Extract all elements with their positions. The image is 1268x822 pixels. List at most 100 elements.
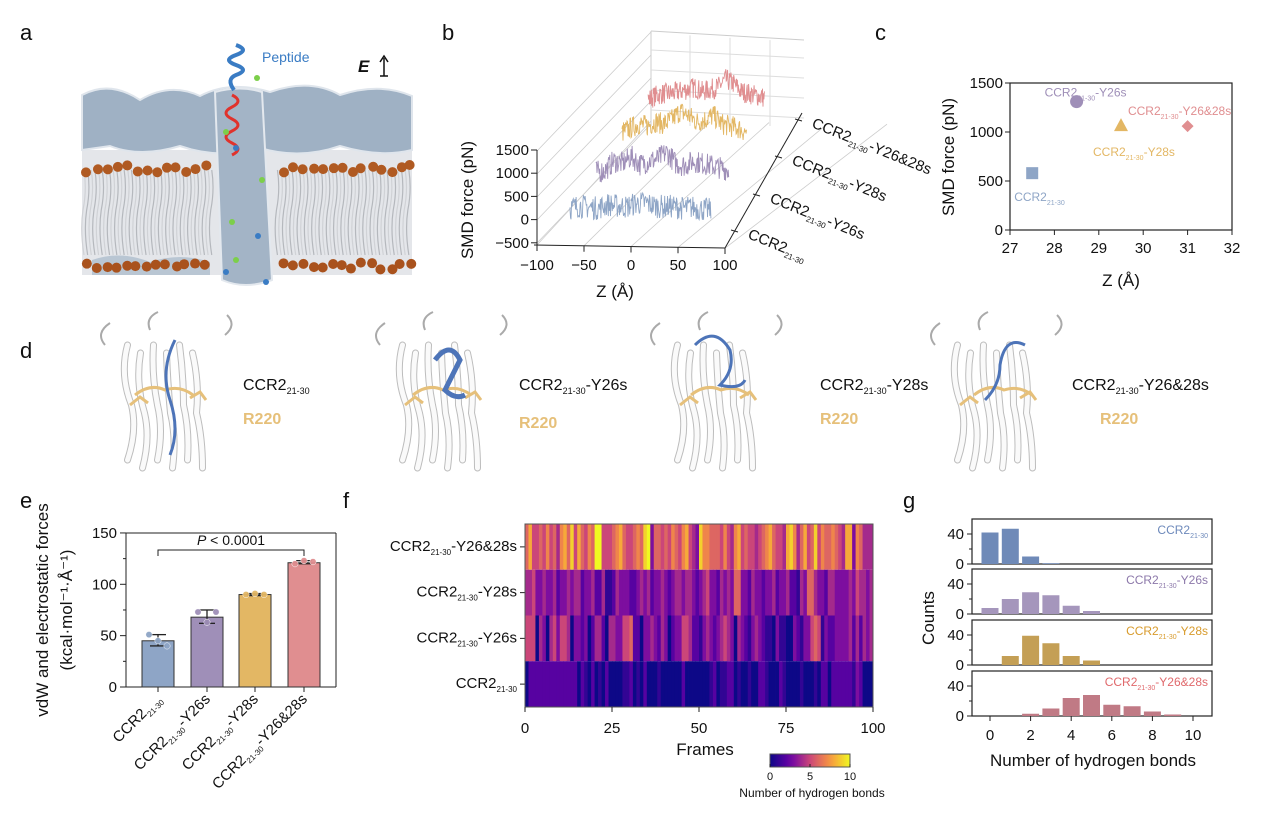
group-label: CCR221-30-Y26s: [519, 377, 627, 396]
lipid-head: [278, 258, 289, 269]
replicate-point: [300, 557, 308, 565]
y-axis-label: SMD force (pN): [458, 141, 477, 259]
group-label: CCR221-30: [456, 675, 518, 694]
heatmap-cell: [758, 569, 763, 616]
group-label: CCR221-30-Y28s: [417, 584, 518, 603]
x-tick-label: 50: [691, 720, 708, 737]
r220-sticks: [129, 385, 208, 407]
heatmap-cell: [817, 615, 822, 662]
heatmap-cell: [779, 524, 783, 570]
lipid-tail: [154, 169, 159, 256]
lipid-head: [132, 166, 143, 177]
heatmap-cell: [667, 661, 672, 707]
group-label-base: CCR2: [1128, 104, 1161, 118]
heatmap-cell: [848, 661, 853, 707]
lipid-tail: [369, 169, 375, 256]
heatmap-cell: [845, 524, 850, 570]
lipid-head: [92, 164, 103, 175]
histogram-bar: [981, 608, 999, 614]
peptide-helix-red: [224, 93, 240, 157]
heatmap-cell: [563, 661, 568, 707]
bar-1: [190, 616, 224, 688]
heatmap-cell: [744, 661, 749, 707]
heatmap-cell: [765, 615, 769, 662]
heatmap-cell: [810, 524, 815, 570]
heatmap-cell: [862, 615, 867, 662]
heatmap-cell: [820, 569, 825, 616]
heatmap-cell: [639, 524, 644, 570]
lipid-tail: [190, 169, 196, 256]
heatmap-cell: [754, 524, 759, 570]
y-tick-label: 500: [504, 188, 529, 205]
heatmap-cell: [570, 524, 575, 570]
histogram-bar: [1143, 711, 1161, 716]
group-label-subscript: 21-30: [145, 697, 166, 718]
heatmap-cell: [827, 569, 832, 616]
heatmap-cell: [796, 524, 801, 570]
x-axis-label: Number of hydrogen bonds: [990, 751, 1196, 770]
lipid-tail: [99, 169, 105, 256]
lipid-head: [375, 264, 386, 275]
heatmap-cell: [765, 524, 769, 570]
heatmap-cell: [716, 615, 721, 662]
replicate-point: [260, 591, 268, 599]
lipid-head: [102, 262, 113, 273]
lipid-tail: [110, 169, 116, 256]
heatmap-cell: [817, 524, 822, 570]
r220-sticks: [959, 385, 1038, 407]
histogram-1: 0 40 CCR221-30-Y26s: [947, 568, 1213, 623]
heatmap-cell: [775, 661, 780, 707]
group-label: CCR221-30-Y26&28s: [1105, 675, 1208, 692]
heatmap-cell: [845, 615, 850, 662]
heatmap-cell: [716, 569, 721, 616]
heatmap-cell: [726, 661, 731, 707]
lipid-tail: [343, 169, 349, 256]
heatmap-cell: [629, 569, 634, 616]
heatmap-cell: [852, 569, 856, 616]
heatmap-cell: [838, 524, 843, 570]
y-tick-label: 100: [92, 576, 117, 593]
x-tick-label: 32: [1224, 240, 1241, 257]
r220-label: R220: [820, 411, 858, 428]
heatmap-cell: [751, 524, 756, 570]
ion: [223, 269, 229, 275]
heatmap-cell: [806, 524, 811, 570]
beta-strand-face: [150, 342, 163, 463]
heatmap-cell: [566, 569, 571, 616]
heatmap-cell: [869, 661, 874, 707]
x-tick-label: 28: [1046, 240, 1063, 257]
heatmap-cell: [625, 569, 630, 616]
heatmap-cell: [817, 569, 822, 616]
replicate-point: [309, 558, 317, 566]
heatmap-cell: [702, 615, 707, 662]
lipid-tail: [128, 169, 134, 256]
heatmap-cell: [525, 661, 529, 707]
lipid-head: [368, 161, 379, 172]
heatmap-cell: [859, 615, 863, 662]
group-label-subscript: 21-30: [1159, 634, 1177, 641]
heatmap-cell: [573, 569, 578, 616]
depth-tick: [730, 229, 739, 233]
heatmap-cell: [695, 615, 700, 662]
group-label-base: CCR2: [519, 377, 563, 394]
heatmap-cell: [580, 569, 585, 616]
lipid-tail: [354, 169, 360, 256]
lipid-tail: [161, 169, 167, 256]
colorbar-tick-label: 0: [767, 771, 773, 783]
replicate-point: [194, 608, 202, 616]
x-tick-label: 10: [1185, 727, 1202, 744]
heatmap-cell: [810, 569, 815, 616]
heatmap-cell: [709, 615, 714, 662]
heatmap-cell: [601, 524, 606, 570]
ions: [223, 75, 269, 285]
grid-line: [630, 122, 770, 247]
group-label: CCR221-30: [1014, 190, 1065, 207]
heatmap-cell: [841, 615, 846, 662]
heatmap-cell: [531, 661, 536, 707]
heatmap-cell: [699, 524, 703, 570]
lipid-head: [318, 164, 329, 175]
heatmap-cell: [747, 524, 752, 570]
smd-force-scatter-chart: SMD force (pN) Z (Å) 0 500 1000 1500 27 28 29 3…: [939, 75, 1240, 290]
heatmap-cell: [650, 524, 655, 570]
heatmap-cell: [716, 661, 721, 707]
